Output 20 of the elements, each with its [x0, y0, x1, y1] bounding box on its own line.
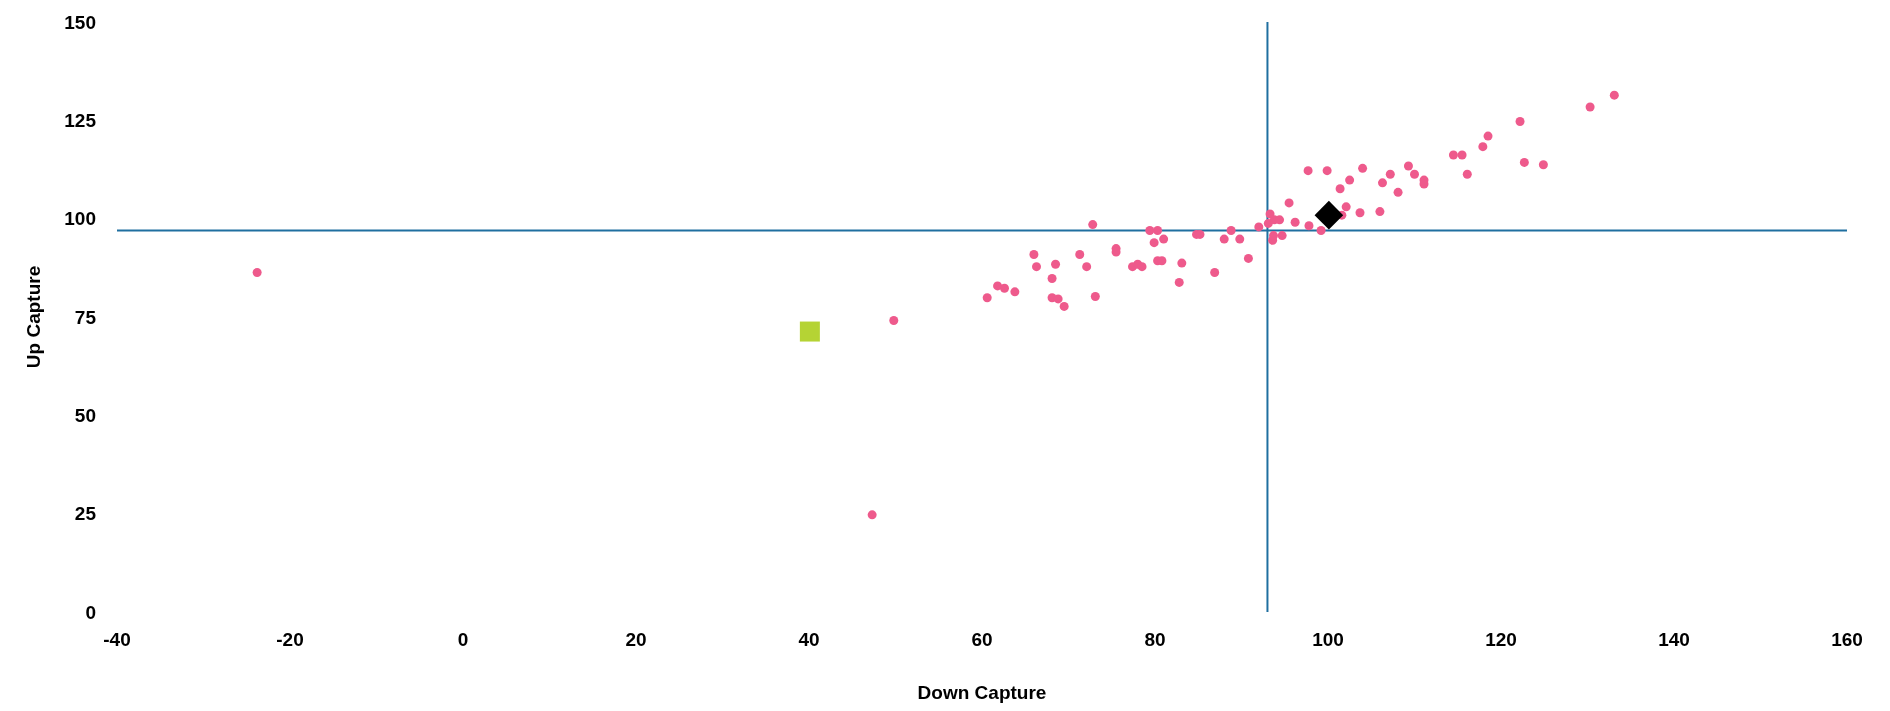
x-tick-label: 60: [971, 629, 993, 650]
x-tick-label: 100: [1312, 629, 1344, 650]
x-tick-label: 120: [1485, 629, 1517, 650]
x-tick-label: -20: [276, 629, 304, 650]
x-tick-label: 0: [457, 629, 469, 650]
x-tick-label: 20: [625, 629, 647, 650]
x-tick-label: 160: [1831, 629, 1863, 650]
x-tick-label: 40: [798, 629, 820, 650]
x-tick-label: -40: [103, 629, 131, 650]
x-tick-label: 80: [1144, 629, 1166, 650]
y-tick-label: 150: [64, 11, 96, 33]
y-tick-label: 50: [74, 404, 96, 426]
x-axis-title: Down Capture: [917, 681, 1047, 703]
y-tick-label: 125: [64, 109, 97, 131]
y-tick-label: 100: [64, 208, 96, 230]
x-tick-label: 140: [1658, 629, 1690, 650]
y-tick-label: 25: [74, 503, 97, 525]
y-axis-title: Up Capture: [23, 265, 45, 369]
y-tick-label: 75: [74, 306, 97, 328]
y-tick-label: 0: [85, 601, 96, 623]
